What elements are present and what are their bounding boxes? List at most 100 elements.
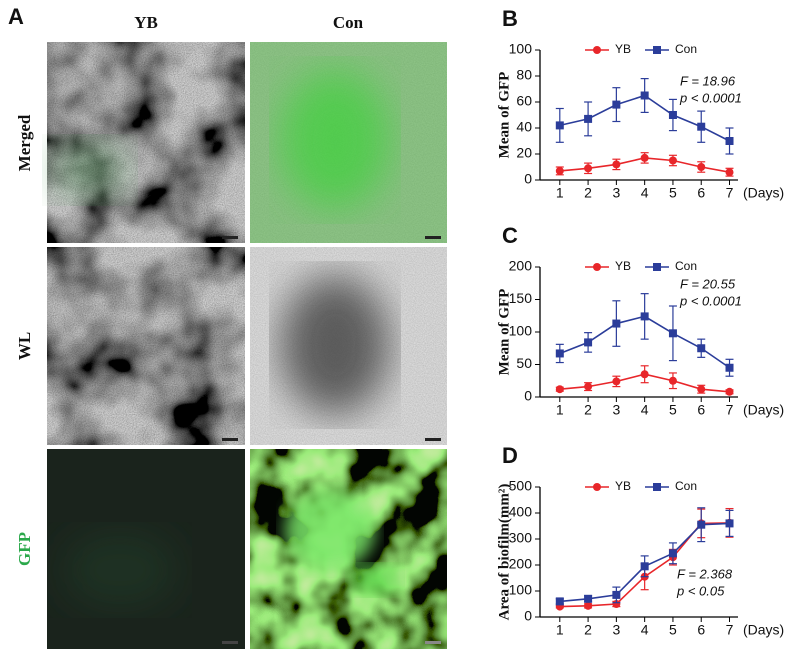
y-tick-label: 50 <box>516 355 532 371</box>
annotation: F = 18.96 <box>680 73 736 88</box>
x-tick-label: 4 <box>641 622 649 638</box>
y-tick-label: 60 <box>516 93 532 109</box>
x-tick-label: 3 <box>612 185 620 201</box>
data-point <box>584 164 593 173</box>
data-point <box>697 344 706 353</box>
row-header: Merged <box>15 114 34 171</box>
legend-label: Con <box>675 259 697 273</box>
data-point <box>584 114 593 123</box>
micrograph <box>47 42 245 243</box>
x-tick-label: 1 <box>556 185 564 201</box>
x-tick-label: 1 <box>556 622 564 638</box>
x-tick-label: 6 <box>697 185 705 201</box>
x-tick-label: 4 <box>641 185 649 201</box>
data-point <box>555 385 564 394</box>
micrograph <box>250 42 447 243</box>
data-point <box>725 363 734 372</box>
x-tick-label: 3 <box>612 622 620 638</box>
y-tick-label: 400 <box>509 504 533 520</box>
legend-label: YB <box>615 259 631 273</box>
legend-marker <box>653 46 661 54</box>
data-point <box>668 329 677 338</box>
data-point <box>668 549 677 558</box>
y-tick-label: 80 <box>516 67 532 83</box>
legend-label: YB <box>615 42 631 56</box>
panel-letter: C <box>502 223 518 248</box>
data-point <box>697 122 706 131</box>
y-tick-label: 20 <box>516 145 532 161</box>
data-point <box>725 137 734 145</box>
x-tick-label: 5 <box>669 402 677 418</box>
data-point <box>697 163 706 171</box>
annotation: p < 0.0001 <box>679 293 742 308</box>
x-tick-label: 1 <box>556 402 564 418</box>
y-tick-label: 40 <box>516 119 532 135</box>
data-point <box>612 590 621 599</box>
data-point <box>725 387 734 396</box>
data-point <box>612 319 621 328</box>
x-tick-label: 4 <box>641 402 649 418</box>
x-tick-label: 5 <box>669 185 677 201</box>
y-axis-title: Mean of GFP <box>496 289 512 376</box>
legend-marker <box>593 46 601 54</box>
y-tick-label: 300 <box>509 530 533 546</box>
annotation: p < 0.05 <box>676 583 725 598</box>
column-header: Con <box>333 13 364 32</box>
x-tick-label: 5 <box>669 622 677 638</box>
micrograph <box>47 247 245 445</box>
y-axis-title: Area of biofilm(mm²) <box>496 484 512 621</box>
data-point <box>584 338 593 347</box>
y-tick-label: 0 <box>524 608 532 624</box>
data-point <box>640 370 649 379</box>
row-header: GFP <box>15 532 34 566</box>
x-tick-label: 7 <box>726 402 734 418</box>
data-point <box>668 156 677 165</box>
data-point <box>640 312 649 321</box>
data-point <box>697 385 706 394</box>
legend-marker <box>653 263 661 271</box>
data-point <box>612 160 621 169</box>
y-tick-label: 200 <box>509 258 533 274</box>
x-tick-label: 2 <box>584 622 592 638</box>
annotation: F = 2.368 <box>677 566 733 581</box>
x-tick-label: 7 <box>726 185 734 201</box>
micrograph <box>250 449 447 649</box>
data-point <box>584 601 593 610</box>
legend-marker <box>593 263 601 271</box>
legend-marker <box>593 483 601 491</box>
panel-letter: B <box>502 6 518 31</box>
data-point <box>725 519 734 528</box>
annotation: F = 20.55 <box>680 276 736 291</box>
x-axis-title: (Days) <box>743 185 784 201</box>
x-tick-label: 6 <box>697 402 705 418</box>
y-tick-label: 150 <box>509 290 533 306</box>
data-point <box>640 91 649 100</box>
data-point <box>640 153 649 162</box>
y-axis-title: Mean of GFP <box>496 72 512 159</box>
annotation: p < 0.0001 <box>679 90 742 105</box>
x-tick-label: 2 <box>584 185 592 201</box>
legend-label: YB <box>615 479 631 493</box>
data-point <box>584 382 593 391</box>
data-point <box>612 377 621 386</box>
data-point <box>555 349 564 358</box>
x-tick-label: 3 <box>612 402 620 418</box>
data-point <box>697 520 706 529</box>
data-point <box>612 100 621 109</box>
data-point <box>612 600 621 608</box>
data-point <box>725 168 734 177</box>
data-point <box>584 594 593 603</box>
panel-letter: D <box>502 443 518 468</box>
micrograph <box>47 449 245 649</box>
legend-marker <box>653 483 661 491</box>
x-tick-label: 2 <box>584 402 592 418</box>
data-point <box>555 166 564 175</box>
data-point <box>668 376 677 385</box>
x-axis-title: (Days) <box>743 402 784 418</box>
y-tick-label: 100 <box>509 582 533 598</box>
data-point <box>555 121 564 130</box>
x-tick-label: 6 <box>697 622 705 638</box>
legend-label: Con <box>675 479 697 493</box>
micrograph <box>250 247 447 445</box>
